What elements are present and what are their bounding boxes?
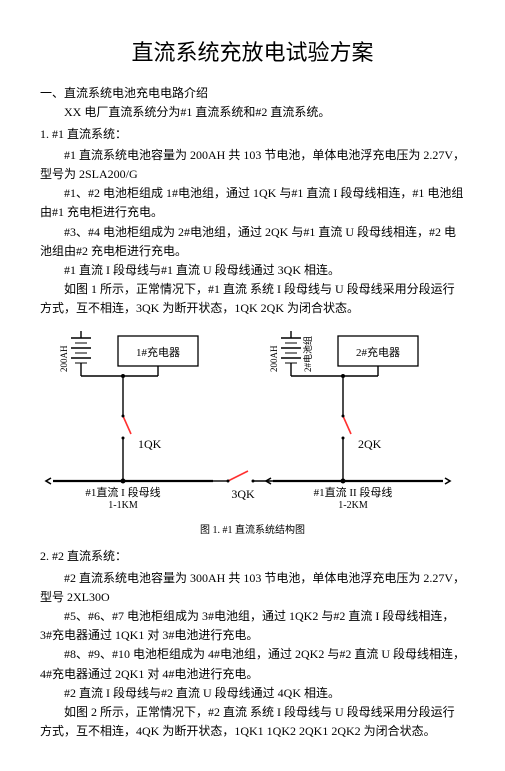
subsection2-num: 2. #2 直流系统：: [40, 547, 465, 566]
switch-1qk-icon: [121, 415, 131, 482]
s2-para4: #2 直流 I 段母线与#2 直流 U 段母线通过 4QK 相连。: [40, 684, 465, 703]
charger-2-label: 2#充电器: [356, 345, 400, 359]
s1-para5: 如图 1 所示，正常情况下，#1 直流 系统 I 段母线与 U 段母线采用分段运…: [40, 280, 465, 318]
s2-para1: #2 直流系统电池容量为 300AH 共 103 节电池，单体电池浮充电压为 2…: [40, 569, 465, 607]
s2-para3: #8、#9、#10 电池柜组成为 4#电池组，通过 2QK2 与#2 直流 U …: [40, 645, 465, 683]
s1-para3: #3、#4 电池柜组成为 2#电池组，通过 2QK 与#1 直流 U 段母线相连…: [40, 223, 465, 261]
s2-para5: 如图 2 所示，正常情况下，#2 直流 系统 I 段母线与 U 段母线采用分段运…: [40, 703, 465, 741]
switch-3qk-label: 3QK: [231, 487, 255, 501]
switch-3qk-icon: [226, 471, 254, 483]
subsection1-num: 1. #1 直流系统：: [40, 125, 465, 144]
battery-1-cap-label: 200AH: [59, 345, 69, 372]
s1-para1: #1 直流系统电池容量为 200AH 共 103 节电池，单体电池浮充电压为 2…: [40, 146, 465, 184]
battery-2-icon: [281, 331, 301, 376]
battery-2-cap-label: 200AH: [269, 345, 279, 372]
s1-para4: #1 直流 I 段母线与#1 直流 U 段母线通过 3QK 相连。: [40, 261, 465, 280]
s1-para2: #1、#2 电池柜组成 1#电池组，通过 1QK 与#1 直流 I 段母线相连，…: [40, 184, 465, 222]
section1-heading: 一、直流系统电池充电电路介绍: [40, 84, 465, 103]
page-title: 直流系统充放电试验方案: [40, 35, 465, 70]
circuit-diagram-svg: 200AH 1#充电器 1QK 200AH 2#电池组 2#充电器: [43, 326, 463, 521]
bus-right-sublabel: 1-2KM: [338, 500, 368, 511]
s2-para2: #5、#6、#7 电池柜组成为 3#电池组，通过 1QK2 与#2 直流 I 段…: [40, 607, 465, 645]
diagram-1-caption: 图 1. #1 直流系统结构图: [40, 523, 465, 539]
switch-2qk-icon: [341, 415, 351, 482]
charger-1-label: 1#充电器: [136, 345, 180, 359]
switch-1qk-label: 1QK: [138, 437, 162, 451]
section1-line1: XX 电厂直流系统分为#1 直流系统和#2 直流系统。: [40, 103, 465, 122]
battery-1-icon: [71, 331, 91, 376]
diagram-1: 200AH 1#充电器 1QK 200AH 2#电池组 2#充电器: [40, 326, 465, 521]
bus-right-label: #1直流 II 段母线: [313, 485, 392, 499]
bus-left-sublabel: 1-1KM: [108, 500, 138, 511]
battery-2-side-label: 2#电池组: [302, 336, 313, 372]
switch-2qk-label: 2QK: [358, 437, 382, 451]
bus-left-label: #1直流 I 段母线: [85, 485, 160, 499]
